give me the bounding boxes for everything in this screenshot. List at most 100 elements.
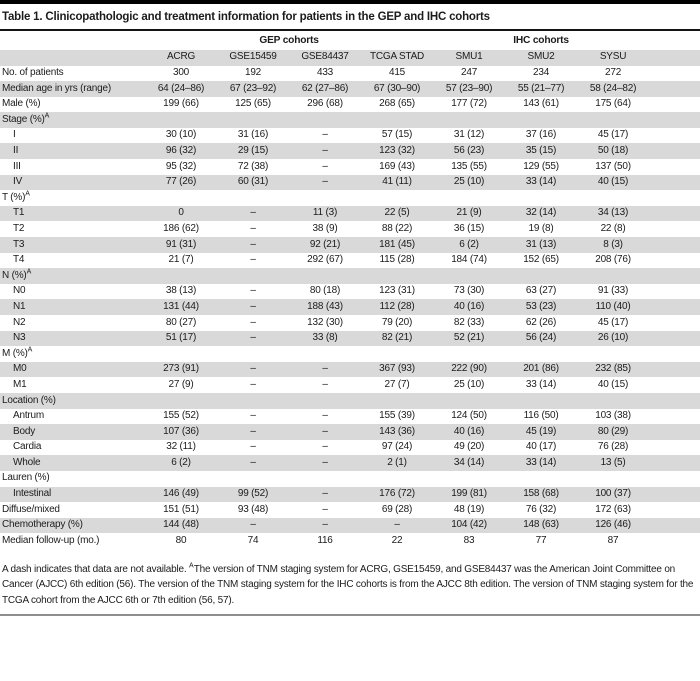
- data-cell: 40 (16): [453, 300, 485, 312]
- data-cell: 80 (27): [165, 316, 197, 328]
- data-cell: 129 (55): [523, 160, 559, 172]
- clinicopathologic-table: GEP cohorts IHC cohorts ACRG GSE15459 GS…: [0, 34, 700, 549]
- data-cell: [505, 346, 577, 362]
- data-cell: 74: [247, 534, 259, 546]
- data-cell: 169 (43): [379, 160, 415, 172]
- column-header-sysu: SYSU: [599, 51, 627, 63]
- data-cell: –: [322, 363, 328, 375]
- data-cell: 124 (50): [451, 410, 487, 422]
- data-cell: 415: [388, 67, 406, 79]
- data-cell: 2 (1): [387, 456, 407, 468]
- data-cell: 69 (28): [381, 503, 413, 515]
- data-cell: 64 (24–86): [157, 82, 205, 94]
- data-cell: –: [322, 410, 328, 422]
- table-row: No. of patients 300 192 433 415 247 234 272: [0, 66, 700, 82]
- data-cell: [577, 112, 649, 128]
- data-cell: 181 (45): [379, 238, 415, 250]
- column-header-gse84437: GSE84437: [301, 51, 349, 63]
- data-cell: 80 (29): [597, 425, 629, 437]
- section-row: N (%)A: [0, 268, 700, 284]
- data-cell: 22 (5): [384, 207, 410, 219]
- data-cell: [433, 190, 505, 206]
- data-cell: 53 (23): [525, 300, 557, 312]
- data-cell: 146 (49): [163, 488, 199, 500]
- row-spacer: [649, 518, 700, 534]
- row-spacer: [649, 206, 700, 222]
- column-header-gse15459: GSE15459: [229, 51, 277, 63]
- data-cell: 45 (17): [597, 316, 629, 328]
- data-cell: 27 (7): [384, 378, 410, 390]
- data-cell: 93 (48): [237, 503, 269, 515]
- row-label: Location (%): [2, 394, 56, 406]
- data-cell: 192: [244, 67, 262, 79]
- data-cell: –: [322, 378, 328, 390]
- data-cell: [145, 268, 217, 284]
- row-label: T2: [13, 222, 25, 234]
- data-cell: [289, 268, 361, 284]
- row-label: Intestinal: [13, 488, 52, 500]
- data-cell: –: [250, 300, 256, 312]
- data-cell: 50 (18): [597, 145, 629, 157]
- data-cell: [505, 268, 577, 284]
- data-cell: [577, 190, 649, 206]
- data-cell: [145, 190, 217, 206]
- row-label: N (%)A: [2, 268, 32, 281]
- row-spacer: [649, 143, 700, 159]
- data-cell: 31 (12): [453, 129, 485, 141]
- data-cell: [577, 471, 649, 487]
- data-cell: 40 (15): [597, 176, 629, 188]
- row-spacer: [649, 175, 700, 191]
- data-cell: 175 (64): [595, 98, 631, 110]
- data-cell: [145, 393, 217, 409]
- data-cell: 186 (62): [163, 222, 199, 234]
- data-cell: 155 (39): [379, 410, 415, 422]
- row-label: IV: [13, 176, 23, 188]
- table-row: Body 107 (36) – – 143 (36) 40 (16) 45 (19) 80 (…: [0, 424, 700, 440]
- data-cell: –: [322, 145, 328, 157]
- data-cell: 177 (72): [451, 98, 487, 110]
- row-label: Whole: [13, 456, 41, 468]
- data-cell: [433, 346, 505, 362]
- data-cell: –: [322, 488, 328, 500]
- data-cell: [289, 346, 361, 362]
- data-cell: 11 (3): [312, 207, 338, 219]
- row-label: M (%)A: [2, 346, 33, 359]
- data-cell: 184 (74): [451, 254, 487, 266]
- paper-table-page: Table 1. Clinicopathologic and treatment…: [0, 0, 700, 617]
- data-cell: 31 (13): [525, 238, 557, 250]
- row-spacer: [649, 159, 700, 175]
- data-cell: [505, 393, 577, 409]
- data-cell: –: [250, 410, 256, 422]
- data-cell: [289, 112, 361, 128]
- data-cell: 95 (32): [165, 160, 197, 172]
- data-cell: 367 (93): [379, 363, 415, 375]
- data-cell: 137 (50): [595, 160, 631, 172]
- table-row: M1 27 (9) – – 27 (7) 25 (10) 33 (14) 40 (15): [0, 377, 700, 393]
- table-row: II 96 (32) 29 (15) – 123 (32) 56 (23) 35 (15) 5…: [0, 143, 700, 160]
- data-cell: 22 (8): [600, 222, 626, 234]
- data-cell: 268 (65): [379, 98, 415, 110]
- data-cell: [361, 393, 433, 409]
- table-row: Chemotherapy (%) 144 (48) – – – 104 (42) 148 (…: [0, 517, 700, 534]
- row-label: N0: [13, 285, 26, 297]
- data-cell: [217, 190, 289, 206]
- table-bottom-rule: [0, 614, 700, 617]
- row-spacer: [649, 331, 700, 347]
- data-cell: –: [250, 332, 256, 344]
- data-cell: –: [250, 441, 256, 453]
- data-cell: 82 (21): [381, 332, 413, 344]
- data-cell: [361, 112, 433, 128]
- data-cell: –: [250, 222, 256, 234]
- data-cell: –: [250, 254, 256, 266]
- data-cell: 34 (13): [597, 207, 629, 219]
- section-row: Location (%): [0, 392, 700, 409]
- data-cell: 158 (68): [523, 488, 559, 500]
- data-cell: –: [322, 425, 328, 437]
- data-cell: 19 (8): [528, 222, 554, 234]
- data-cell: 32 (11): [166, 441, 196, 453]
- row-spacer: [649, 253, 700, 269]
- data-cell: [505, 471, 577, 487]
- data-cell: 148 (63): [523, 519, 559, 531]
- data-cell: 52 (21): [453, 332, 485, 344]
- data-cell: 296 (68): [307, 98, 343, 110]
